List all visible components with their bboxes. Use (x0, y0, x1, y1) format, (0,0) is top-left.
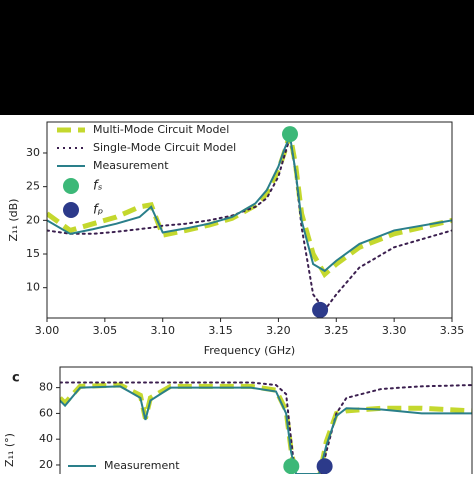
black-band (0, 0, 474, 115)
y-tick-label: 30 (26, 146, 40, 159)
y-tick-label: 80 (39, 381, 53, 394)
plot-area (47, 126, 452, 318)
legend-marker (63, 178, 79, 194)
legend-label: Single-Mode Circuit Model (93, 141, 236, 154)
y-tick-label: 60 (39, 406, 53, 419)
x-tick-label: 3.25 (324, 324, 349, 337)
x-tick-label: 3.00 (35, 324, 60, 337)
y-tick-label: 40 (39, 432, 53, 445)
series-line (60, 381, 472, 474)
x-tick-label: 3.10 (150, 324, 175, 337)
x-tick-label: 3.15 (208, 324, 233, 337)
marker (283, 458, 300, 474)
y-axis-label: Z₁₁ (dB) (7, 199, 20, 242)
y-axis-label: Z₁₁ (°) (3, 433, 16, 467)
legend-label: Multi-Mode Circuit Model (93, 123, 229, 136)
legend-label: Measurement (104, 459, 180, 472)
y-tick-label: 10 (26, 281, 40, 294)
series-line (47, 137, 452, 312)
series-line (47, 133, 452, 279)
legend-label: fₛ (93, 179, 103, 194)
marker (312, 301, 329, 318)
marker (282, 126, 298, 143)
marker (316, 458, 333, 474)
series-line (60, 385, 472, 474)
panel-label: c (12, 371, 20, 386)
x-axis-label: Frequency (GHz) (204, 344, 295, 357)
x-tick-label: 3.35 (440, 324, 465, 337)
y-tick-label: 25 (26, 180, 40, 193)
x-tick-label: 3.20 (266, 324, 291, 337)
y-tick-label: 20 (26, 213, 40, 226)
axes-frame (59, 366, 473, 478)
legend-label: fₚ (93, 203, 104, 218)
legend-marker (63, 202, 79, 218)
x-tick-label: 3.05 (93, 324, 118, 337)
legend-label: Measurement (93, 159, 169, 172)
y-tick-label: 15 (26, 247, 40, 260)
plot-area (60, 381, 472, 474)
series-line (47, 132, 452, 273)
y-tick-label: 20 (39, 458, 53, 471)
x-tick-label: 3.30 (382, 324, 407, 337)
